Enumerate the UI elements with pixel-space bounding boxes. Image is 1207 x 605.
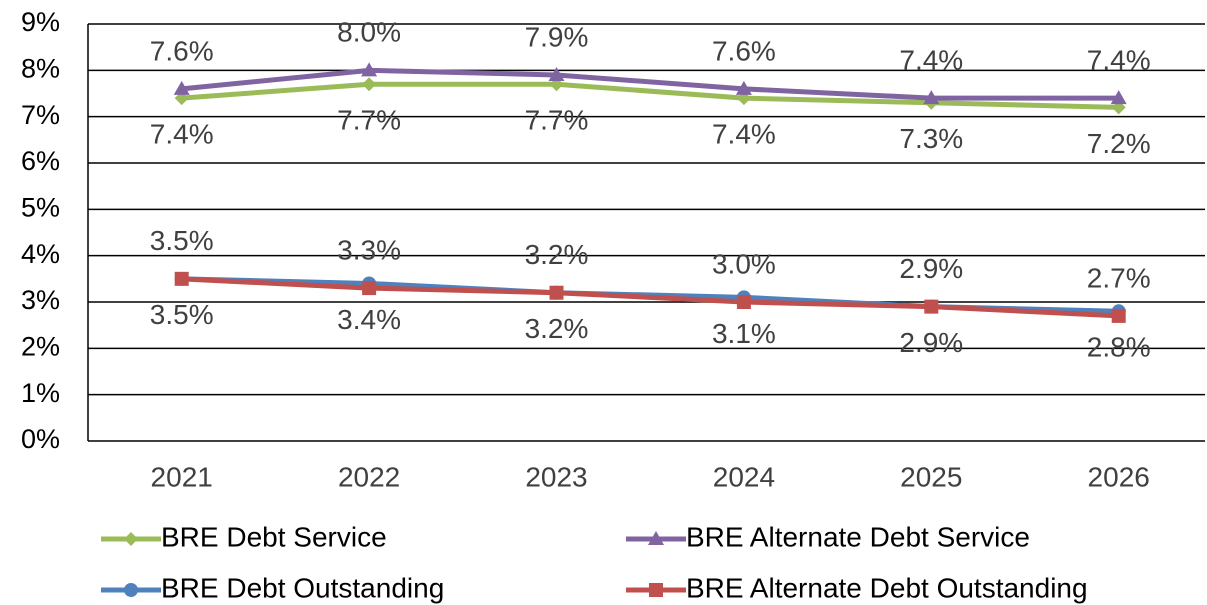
marker: [923, 90, 940, 105]
data-label: 2.8%: [1087, 332, 1151, 363]
line: [181, 81, 1119, 110]
marker: [174, 271, 189, 286]
marker: [736, 295, 751, 309]
line: [181, 276, 1119, 319]
data-label: 7.2%: [1087, 128, 1151, 159]
marker: [549, 285, 564, 300]
data-label: 7.7%: [525, 105, 589, 136]
data-label: 7.9%: [525, 21, 589, 52]
y-tick-label: 2%: [21, 331, 60, 361]
y-tick-label: 6%: [21, 146, 60, 176]
legend-marker: [648, 531, 664, 545]
legend-label: BRE Debt Outstanding: [161, 572, 444, 603]
data-label: 7.4%: [712, 119, 776, 150]
legend-marker: [124, 532, 138, 546]
data-label: 3.4%: [337, 304, 401, 335]
x-tick-label: 2025: [900, 461, 962, 492]
data-label: 2.9%: [899, 253, 963, 284]
data-label: 7.4%: [1087, 45, 1151, 76]
y-tick-label: 0%: [21, 424, 60, 454]
marker: [1110, 90, 1127, 105]
data-label: 3.5%: [150, 225, 214, 256]
data-label: 7.7%: [337, 105, 401, 136]
data-label: 3.0%: [712, 248, 776, 279]
data-label: 7.6%: [150, 35, 214, 66]
legend-marker: [649, 583, 663, 597]
marker: [735, 80, 752, 95]
data-label: 7.4%: [150, 119, 214, 150]
y-tick-label: 8%: [21, 53, 60, 83]
marker: [1111, 308, 1126, 323]
y-tick-label: 1%: [21, 378, 60, 408]
x-tick-label: 2021: [151, 461, 213, 492]
x-tick-label: 2022: [338, 461, 400, 492]
data-label: 3.1%: [712, 318, 776, 349]
marker: [362, 281, 377, 296]
marker: [361, 62, 378, 77]
legend-label: BRE Alternate Debt Service: [686, 521, 1030, 552]
legend-marker: [124, 583, 138, 597]
data-label: 3.2%: [525, 239, 589, 270]
x-tick-label: 2024: [713, 461, 775, 492]
data-label: 3.2%: [525, 313, 589, 344]
y-tick-label: 4%: [21, 239, 60, 269]
marker: [362, 77, 377, 92]
x-tick-label: 2023: [525, 461, 587, 492]
data-label: 2.9%: [899, 327, 963, 358]
data-label: 3.5%: [150, 299, 214, 330]
y-tick-label: 5%: [21, 192, 60, 222]
data-label: 8.0%: [337, 17, 401, 48]
x-tick-label: 2026: [1088, 461, 1150, 492]
y-tick-label: 3%: [21, 285, 60, 315]
legend-label: BRE Debt Service: [161, 521, 387, 552]
data-label: 7.4%: [899, 45, 963, 76]
y-tick-label: 9%: [21, 7, 60, 37]
data-label: 3.3%: [337, 234, 401, 265]
marker: [924, 299, 939, 314]
data-label: 7.3%: [899, 123, 963, 154]
y-tick-label: 7%: [21, 100, 60, 130]
data-label: 2.7%: [1087, 262, 1151, 293]
line: [181, 67, 1119, 101]
marker: [548, 66, 565, 81]
marker: [173, 80, 190, 95]
legend-label: BRE Alternate Debt Outstanding: [686, 572, 1088, 603]
data-label: 7.6%: [712, 35, 776, 66]
